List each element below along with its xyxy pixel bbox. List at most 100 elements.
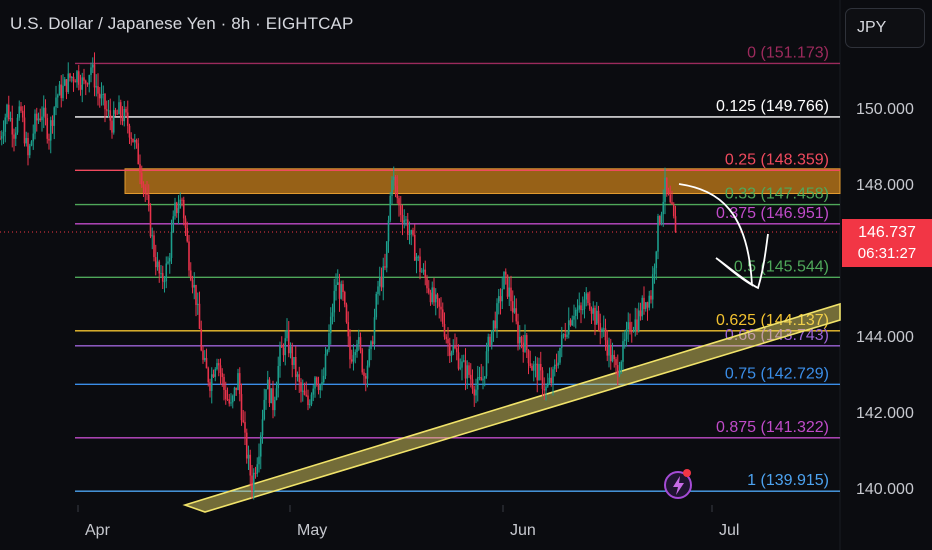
candle-body xyxy=(135,140,138,144)
candle-body xyxy=(14,132,17,139)
candle-body xyxy=(272,388,274,411)
candle-body xyxy=(34,113,36,134)
candle-body xyxy=(44,107,47,119)
candle-body xyxy=(105,109,108,111)
candle-body xyxy=(268,379,271,404)
candle-body xyxy=(121,116,124,122)
candle-body xyxy=(454,346,456,349)
candle-body xyxy=(60,84,63,99)
candle-body xyxy=(494,320,497,329)
candle-body xyxy=(69,73,71,78)
candle-body xyxy=(83,77,85,81)
candle-body xyxy=(585,293,588,300)
candle-body xyxy=(490,330,493,345)
candle-body xyxy=(188,241,190,271)
candle-body xyxy=(81,77,84,90)
candle-body xyxy=(147,194,150,207)
candle-body xyxy=(165,263,168,282)
candle-body xyxy=(559,347,561,363)
candle-body xyxy=(641,297,644,317)
candle-body xyxy=(280,345,283,348)
candle-body xyxy=(205,357,208,369)
y-tick-label: 150.000 xyxy=(856,101,914,118)
currency-button[interactable]: JPY xyxy=(845,8,925,48)
candle-body xyxy=(499,296,502,302)
candle-body xyxy=(433,287,435,303)
candle-body xyxy=(212,374,215,377)
candle-body xyxy=(258,456,260,465)
candle-body xyxy=(375,293,378,318)
candle-body xyxy=(18,106,21,118)
candle-body xyxy=(294,356,297,377)
candle-body xyxy=(587,293,589,304)
candle-body xyxy=(378,277,381,287)
candle-body xyxy=(615,359,617,366)
candle-body xyxy=(167,261,169,264)
candle-body xyxy=(599,323,602,332)
x-tick-label: Jun xyxy=(510,522,536,539)
candle-body xyxy=(385,241,388,268)
candle-body xyxy=(28,145,31,156)
candle-body xyxy=(128,125,131,138)
candle-body xyxy=(389,195,392,221)
candle-body xyxy=(326,349,329,355)
candle-body xyxy=(2,132,5,137)
candle-body xyxy=(525,335,528,351)
candle-body xyxy=(392,176,395,181)
candle-body xyxy=(538,363,540,381)
candle-body xyxy=(574,310,577,316)
candle-body xyxy=(550,377,553,384)
candle-body xyxy=(405,219,407,221)
fib-level-label: 0.125 (149.766) xyxy=(716,98,829,115)
notification-icon[interactable] xyxy=(664,469,692,499)
candle-body xyxy=(660,214,663,223)
candle-body xyxy=(545,386,547,391)
candle-body xyxy=(51,120,54,126)
candle-body xyxy=(191,279,194,288)
candle-body xyxy=(447,339,449,344)
candle-body xyxy=(42,107,45,117)
candle-body xyxy=(310,394,313,405)
candle-body xyxy=(665,177,668,191)
candle-body xyxy=(650,295,652,300)
candle-body xyxy=(601,328,603,332)
candle-body xyxy=(200,328,203,351)
candle-body xyxy=(151,235,154,237)
candle-body xyxy=(475,389,477,396)
candle-body xyxy=(244,422,246,433)
candle-body xyxy=(11,118,14,135)
candle-body xyxy=(168,257,171,262)
candle-body xyxy=(140,172,143,185)
candle-body xyxy=(427,288,430,293)
candle-body xyxy=(658,216,661,223)
candle-body xyxy=(203,357,206,360)
candle-body xyxy=(606,340,609,356)
candle-body xyxy=(413,234,416,261)
candle-body xyxy=(473,389,476,396)
candle-body xyxy=(314,377,316,389)
candle-body xyxy=(657,216,659,252)
fib-level-label: 0 (151.173) xyxy=(747,44,829,61)
candle-body xyxy=(305,394,308,396)
candle-body xyxy=(419,256,421,272)
candle-body xyxy=(483,376,486,379)
candle-body xyxy=(560,334,563,348)
candle-body xyxy=(371,341,374,345)
candle-body xyxy=(146,193,148,195)
candle-body xyxy=(459,367,462,369)
candle-body xyxy=(4,117,7,133)
candle-body xyxy=(263,399,266,420)
candle-body xyxy=(252,472,255,492)
candle-body xyxy=(39,118,42,121)
candle-body xyxy=(555,364,558,366)
candle-body xyxy=(352,355,355,362)
candle-body xyxy=(235,387,238,390)
candle-body xyxy=(170,231,173,258)
candle-body xyxy=(181,199,183,201)
candle-body xyxy=(335,284,337,291)
candle-body xyxy=(293,356,295,365)
candle-body xyxy=(440,306,442,310)
candle-body xyxy=(567,320,570,335)
candle-body xyxy=(319,385,322,391)
